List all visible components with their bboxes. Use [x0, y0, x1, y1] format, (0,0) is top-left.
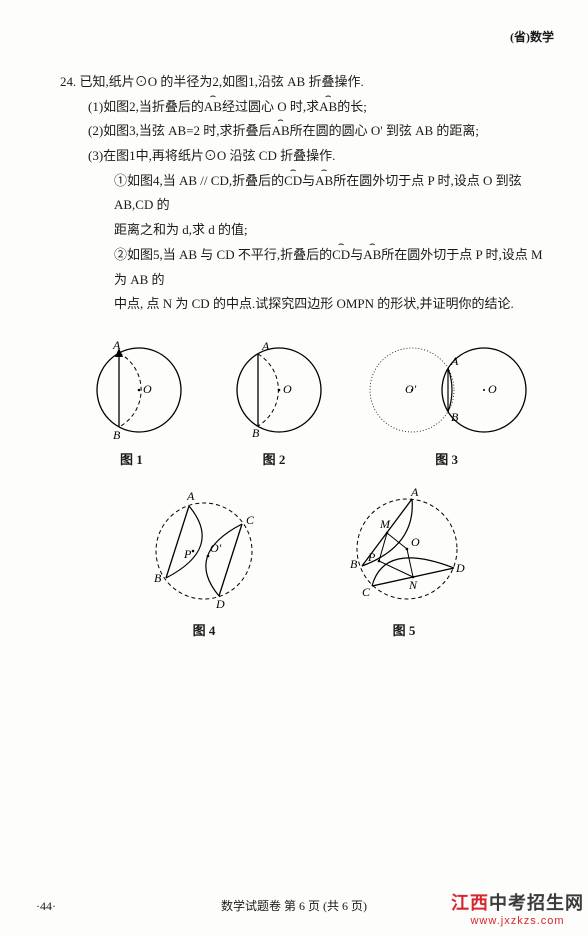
- lbl-P5: P: [367, 550, 376, 564]
- arc-ab-1: AB: [204, 95, 222, 120]
- lbl-O2: O: [283, 382, 292, 396]
- site-logo: 江西中考招生网 www.jxzkzs.com: [451, 893, 584, 928]
- arc-cd-1-text: CD: [284, 173, 302, 188]
- figure-3-caption: 图 3: [357, 449, 537, 468]
- part-3a-line2: 距离之和为 d,求 d 的值;: [60, 218, 548, 243]
- arc-ab-3-text: AB: [272, 123, 290, 138]
- arc-ab-3: AB: [272, 119, 290, 144]
- figure-2: A B O 图 2: [214, 335, 334, 468]
- lbl-D4: D: [215, 597, 225, 611]
- lbl-A4: A: [186, 489, 195, 503]
- lbl-B4: B: [154, 571, 162, 585]
- lbl-Op3: O': [405, 382, 417, 396]
- lbl-O3: O: [488, 382, 497, 396]
- page: (省)数学 24. 已知,纸片⊙O 的半径为2,如图1,沿弦 AB 折叠操作. …: [0, 0, 588, 936]
- problem-number: 24.: [60, 74, 76, 89]
- figures-row-1: A B O 图 1 A B O 图 2: [60, 335, 548, 468]
- p3a-lead: ①如图4,当 AB // CD,折叠后的: [114, 173, 284, 188]
- arc-ab-2: AB: [319, 95, 337, 120]
- p2-lead: (2)如图3,当弦 AB=2 时,求折叠后: [88, 123, 272, 138]
- figure-5-svg: A B C D O M N P: [334, 486, 474, 616]
- lbl-P4: P: [183, 547, 192, 561]
- lbl-B2: B: [252, 426, 260, 440]
- figure-4-svg: A B C D P O': [134, 486, 274, 616]
- logo-gray: 中考招生网: [489, 893, 584, 913]
- arc-ab-5-text: AB: [363, 247, 381, 262]
- logo-main: 江西中考招生网: [451, 893, 584, 915]
- lbl-B: B: [113, 428, 121, 442]
- p3b-lead: ②如图5,当 AB 与 CD 不平行,折叠后的: [114, 247, 332, 262]
- figure-2-caption: 图 2: [214, 449, 334, 468]
- figure-5: A B C D O M N P 图 5: [334, 486, 474, 639]
- figure-4: A B C D P O' 图 4: [134, 486, 274, 639]
- figure-5-caption: 图 5: [334, 620, 474, 639]
- part-1: (1)如图2,当折叠后的AB经过圆心 O 时,求AB的长;: [60, 95, 548, 120]
- arc-ab-1-text: AB: [204, 99, 222, 114]
- lbl-O: O: [143, 382, 152, 396]
- arc-cd-1: CD: [284, 169, 302, 194]
- lbl-o4: O': [210, 541, 222, 555]
- part-3: (3)在图1中,再将纸片⊙O 沿弦 CD 折叠操作.: [60, 144, 548, 169]
- figure-1: A B O 图 1: [71, 335, 191, 468]
- arc-ab-4-text: AB: [315, 173, 333, 188]
- page-number: ·44·: [36, 899, 56, 914]
- figure-2-svg: A B O: [214, 335, 334, 445]
- lbl-M5: M: [379, 517, 391, 531]
- lbl-B3: B: [451, 410, 459, 424]
- p2-tail: 所在圆的圆心 O' 到弦 AB 的距离;: [290, 123, 479, 138]
- figure-4-caption: 图 4: [134, 620, 274, 639]
- figure-1-svg: A B O: [71, 335, 191, 445]
- lbl-N5: N: [408, 578, 418, 592]
- arc-ab-2-text: AB: [319, 99, 337, 114]
- problem-24: 24. 已知,纸片⊙O 的半径为2,如图1,沿弦 AB 折叠操作. (1)如图2…: [60, 70, 548, 317]
- part-3a-line1: ①如图4,当 AB // CD,折叠后的CD与AB所在圆外切于点 P 时,设点 …: [60, 169, 548, 218]
- lbl-O5: O: [411, 535, 420, 549]
- p3b-mid1: 与: [350, 247, 363, 262]
- lbl-B5: B: [350, 557, 358, 571]
- lbl-C5: C: [362, 585, 371, 599]
- figure-1-caption: 图 1: [71, 449, 191, 468]
- p3a-mid1: 与: [302, 173, 315, 188]
- p1-lead: (1)如图2,当折叠后的: [88, 99, 204, 114]
- lbl-A3: A: [450, 354, 459, 368]
- figure-3-svg: O' O A B: [357, 335, 537, 445]
- p1-mid: 经过圆心 O 时,求: [222, 99, 319, 114]
- logo-red: 江西: [451, 893, 489, 913]
- problem-stem: 24. 已知,纸片⊙O 的半径为2,如图1,沿弦 AB 折叠操作.: [60, 70, 548, 95]
- lbl-A5: A: [410, 486, 419, 499]
- arc-cd-2: CD: [332, 243, 350, 268]
- figure-3: O' O A B 图 3: [357, 335, 537, 468]
- header-top-right: (省)数学: [510, 28, 554, 45]
- footer-center: 数学试题卷 第 6 页 (共 6 页): [221, 897, 367, 914]
- lbl-D5: D: [455, 561, 465, 575]
- arc-cd-2-text: CD: [332, 247, 350, 262]
- part-3b-line1: ②如图5,当 AB 与 CD 不平行,折叠后的CD与AB所在圆外切于点 P 时,…: [60, 243, 548, 292]
- lbl-A2: A: [261, 339, 270, 353]
- figures-row-2: A B C D P O' 图 4: [60, 486, 548, 639]
- p1-tail: 的长;: [337, 99, 367, 114]
- arc-ab-4: AB: [315, 169, 333, 194]
- part-3b-line2: 中点, 点 N 为 CD 的中点.试探究四边形 OMPN 的形状,并证明你的结论…: [60, 292, 548, 317]
- arc-ab-5: AB: [363, 243, 381, 268]
- part-2: (2)如图3,当弦 AB=2 时,求折叠后AB所在圆的圆心 O' 到弦 AB 的…: [60, 119, 548, 144]
- lbl-C4: C: [246, 513, 255, 527]
- logo-url: www.jxzkzs.com: [451, 915, 584, 928]
- lbl-A: A: [112, 338, 121, 352]
